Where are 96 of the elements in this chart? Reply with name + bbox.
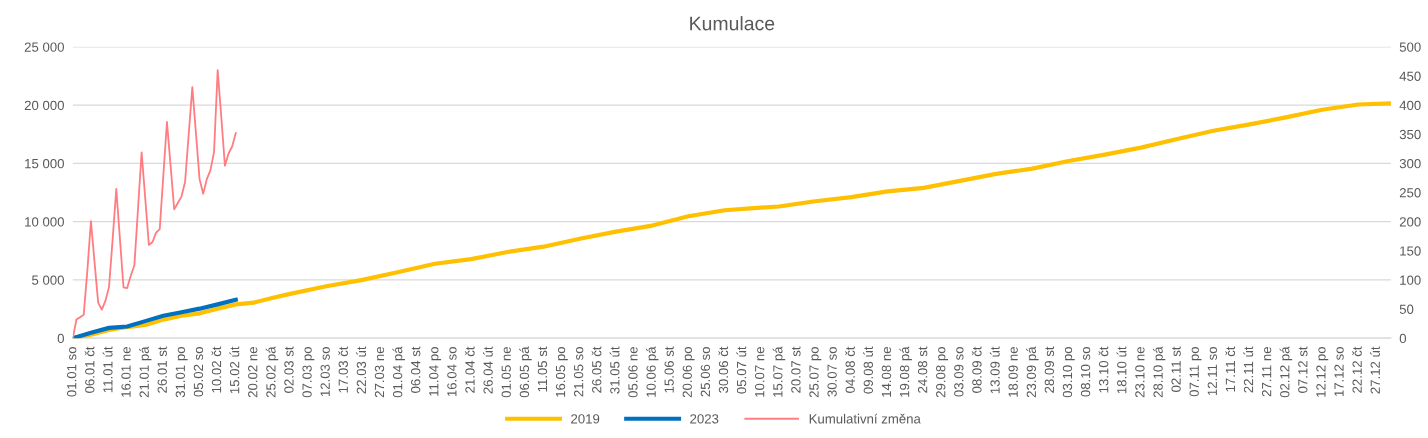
- x-tick-label: 08.10 so: [1080, 347, 1091, 397]
- y2-tick-label: 200: [1399, 217, 1421, 227]
- x-tick-label: 19.08 pá: [899, 346, 912, 397]
- x-tick-label: 27.03 ne: [374, 347, 385, 398]
- x-tick-label: 20.06 po: [682, 347, 695, 398]
- y2-tick-label: 0: [1399, 333, 1407, 344]
- y2-tick-label: 50: [1399, 304, 1414, 314]
- x-tick-label: 26.01 st: [157, 346, 167, 393]
- y2-tick-label: 450: [1399, 71, 1421, 81]
- x-tick-label: 27.11 ne: [1261, 347, 1272, 397]
- x-tick-label: 31.05 út: [609, 346, 620, 394]
- y2-tick-label: 500: [1399, 42, 1421, 52]
- x-tick-label: 11.04 po: [429, 347, 442, 396]
- x-tick-label: 07.03 po: [302, 347, 315, 398]
- x-tick-label: 06.04 st: [411, 346, 421, 393]
- x-tick-label: 30.07 so: [827, 347, 837, 397]
- y-tick-label: 0: [57, 333, 64, 344]
- y-tick-label: 10 000: [25, 217, 64, 227]
- x-tick-label: 02.03 st: [284, 346, 294, 393]
- x-tick-label: 31.01 po: [175, 347, 188, 398]
- x-tick-label: 12.11 so: [1207, 347, 1217, 396]
- x-tick-label: 18.09 ne: [1008, 347, 1018, 397]
- y2-tick-label: 100: [1400, 275, 1421, 285]
- x-tick-label: 18.10 út: [1116, 346, 1127, 394]
- x-tick-label: 25.06 so: [700, 347, 711, 397]
- x-tick-label: 15.02 út: [229, 346, 240, 394]
- x-tick-label: 28.09 st: [1044, 346, 1055, 393]
- x-tick-label: 23.10 ne: [1135, 347, 1145, 398]
- x-tick-label: 20.07 st: [791, 346, 801, 393]
- x-tick-label: 17.03 čt: [338, 346, 348, 393]
- x-tick-label: 07.11 po: [1189, 347, 1202, 397]
- legend-label: Kumulativní změna: [809, 413, 921, 424]
- x-tick-label: 09.08 út: [863, 346, 873, 394]
- legend-label: 2023: [690, 414, 719, 424]
- y-tick-label: 15 000: [25, 158, 64, 169]
- x-tick-label: 17.11 čt: [1225, 346, 1236, 392]
- x-tick-label: 25.07 po: [809, 347, 822, 398]
- x-tick-label: 16.01 ne: [121, 347, 131, 397]
- x-tick-label: 23.09 pá: [1026, 346, 1039, 398]
- x-tick-label: 28.10 pá: [1152, 346, 1166, 398]
- x-tick-label: 06.01 čt: [84, 346, 95, 393]
- x-tick-label: 21.01 pá: [139, 346, 152, 398]
- x-tick-label: 03.09 so: [954, 347, 964, 397]
- x-tick-label: 22.12 čt: [1352, 346, 1362, 393]
- x-tick-label: 26.04 út: [482, 346, 493, 394]
- x-tick-label: 01.05 ne: [501, 347, 511, 398]
- x-tick-label: 21.04 čt: [464, 346, 475, 393]
- line-series: [72, 297, 238, 339]
- x-tick-label: 13.10 čt: [1098, 346, 1109, 393]
- x-tick-label: 01.01 so: [67, 347, 77, 397]
- x-tick-label: 05.06 ne: [628, 347, 638, 398]
- x-tick-label: 10.07 ne: [755, 347, 765, 397]
- x-tick-label: 03.10 po: [1062, 347, 1075, 398]
- x-tick-label: 11.01 út: [102, 346, 113, 393]
- y-tick-label: 5 000: [32, 275, 64, 285]
- x-tick-label: 25.02 pá: [265, 346, 279, 398]
- x-tick-label: 11.05 st: [537, 346, 548, 392]
- x-tick-label: 01.04 pá: [392, 346, 405, 398]
- y-tick-label: 20 000: [24, 100, 64, 111]
- x-tick-label: 10.06 pá: [645, 346, 659, 397]
- x-tick-label: 29.08 po: [936, 347, 949, 398]
- x-tick-label: 15.07 pá: [772, 346, 786, 397]
- x-tick-label: 20.02 ne: [248, 347, 258, 398]
- x-tick-label: 07.12 st: [1298, 346, 1308, 393]
- y2-tick-label: 250: [1399, 188, 1421, 198]
- x-tick-label: 30.06 čt: [718, 346, 729, 393]
- x-tick-label: 06.05 pá: [519, 346, 532, 398]
- x-tick-label: 26.05 čt: [591, 346, 602, 393]
- x-tick-label: 14.08 ne: [881, 347, 892, 397]
- chart-title: Kumulace: [690, 16, 775, 31]
- x-tick-label: 13.09 út: [989, 346, 1000, 394]
- y2-tick-label: 350: [1399, 129, 1421, 140]
- x-tick-label: 24.08 st: [917, 346, 928, 393]
- x-tick-label: 02.11 st: [1171, 346, 1181, 392]
- x-tick-label: 17.12 so: [1334, 347, 1344, 397]
- x-tick-label: 05.07 út: [736, 346, 747, 394]
- x-tick-label: 04.08 čt: [845, 346, 855, 393]
- x-tick-label: 10.02 čt: [211, 346, 222, 393]
- x-tick-label: 08.09 čt: [971, 346, 982, 393]
- x-tick-label: 12.03 so: [320, 347, 330, 397]
- x-tick-label: 05.02 so: [193, 347, 204, 397]
- x-tick-label: 15.06 st: [664, 346, 674, 393]
- legend-label: 2019: [571, 414, 600, 424]
- y2-tick-label: 300: [1399, 158, 1421, 169]
- x-tick-label: 12.12 po: [1316, 347, 1329, 397]
- y-tick-label: 25 000: [24, 42, 64, 52]
- x-tick-label: 21.05 so: [573, 347, 584, 397]
- x-tick-label: 22.11 út: [1243, 346, 1254, 393]
- x-tick-label: 27.12 út: [1370, 346, 1380, 394]
- y2-tick-label: 150: [1400, 246, 1421, 256]
- y2-tick-label: 400: [1399, 100, 1421, 111]
- line-series: [72, 69, 237, 339]
- x-tick-label: 16.05 po: [555, 347, 568, 397]
- x-tick-label: 02.12 pá: [1279, 346, 1293, 398]
- x-tick-label: 16.04 so: [447, 347, 457, 397]
- x-tick-label: 22.03 út: [356, 346, 367, 394]
